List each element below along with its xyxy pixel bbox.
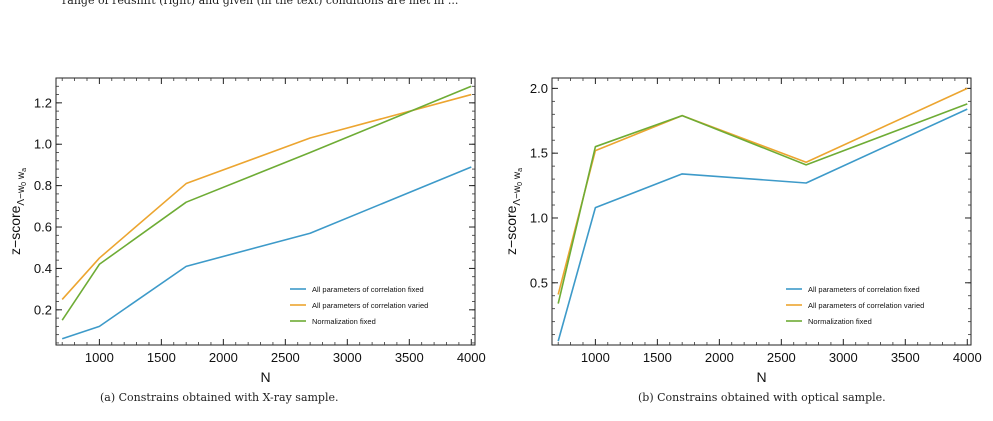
y-tick-label: 1.5 bbox=[530, 146, 548, 161]
x-tick-label: 1000 bbox=[85, 350, 114, 365]
series-line-2 bbox=[61, 93, 472, 301]
series-line-3 bbox=[61, 85, 472, 321]
legend-label-2: All parameters of correlation varied bbox=[808, 301, 924, 310]
chart-a-svg: 1000 1500 2000 2500 3000 3500 4000 0.2 0.4 0.6 0.8… bbox=[7, 77, 486, 385]
chart-panel-a: 1000 1500 2000 2500 3000 3500 4000 0.2 0.4 0.6 0.8… bbox=[0, 70, 496, 385]
y-axis-label: z−scoreΛ−w0 wa bbox=[7, 168, 28, 255]
y-tick-label: 0.6 bbox=[34, 220, 52, 235]
legend-label-2: All parameters of correlation varied bbox=[312, 301, 428, 310]
y-tick-label: 0.5 bbox=[530, 275, 548, 290]
caption-a: (a) Constrains obtained with X-ray sampl… bbox=[100, 391, 339, 404]
series-line-2 bbox=[557, 87, 968, 295]
y-tick-label: 1.0 bbox=[34, 137, 52, 152]
truncated-top-text: range of redshift (right) and given (in … bbox=[62, 0, 459, 7]
x-tick-label: 3000 bbox=[829, 350, 858, 365]
y-tick-label: 2.0 bbox=[530, 81, 548, 96]
plot-frame bbox=[55, 77, 476, 346]
series-line-3 bbox=[557, 103, 968, 304]
x-axis-label: N bbox=[260, 369, 270, 385]
legend-label-3: Normalization fixed bbox=[808, 317, 872, 326]
x-tick-label: 4000 bbox=[457, 350, 486, 365]
legend-label-1: All parameters of correlation fixed bbox=[808, 285, 920, 294]
x-tick-label: 1500 bbox=[643, 350, 672, 365]
x-tick-label: 2000 bbox=[705, 350, 734, 365]
x-tick-label: 2500 bbox=[271, 350, 300, 365]
x-axis-label: N bbox=[756, 369, 766, 385]
chart-panel-b: 1000 1500 2000 2500 3000 3500 4000 0.5 1.0 1.5 2.0… bbox=[496, 70, 992, 385]
y-tick-label: 1.0 bbox=[530, 210, 548, 225]
y-axis-label: z−scoreΛ−w0 wa bbox=[503, 168, 524, 255]
x-tick-label: 4000 bbox=[953, 350, 982, 365]
series-line-1 bbox=[557, 108, 968, 342]
caption-b: (b) Constrains obtained with optical sam… bbox=[638, 391, 886, 404]
series-line-1 bbox=[61, 166, 472, 340]
legend-label-1: All parameters of correlation fixed bbox=[312, 285, 424, 294]
x-tick-label: 2000 bbox=[209, 350, 238, 365]
x-tick-label: 3500 bbox=[891, 350, 920, 365]
y-tick-label: 0.4 bbox=[34, 261, 52, 276]
x-tick-label: 1500 bbox=[147, 350, 176, 365]
x-tick-label: 3500 bbox=[395, 350, 424, 365]
y-tick-label: 1.2 bbox=[34, 95, 52, 110]
y-tick-label: 0.8 bbox=[34, 178, 52, 193]
plot-frame bbox=[551, 77, 972, 346]
chart-b-svg: 1000 1500 2000 2500 3000 3500 4000 0.5 1.0 1.5 2.0… bbox=[503, 77, 982, 385]
y-tick-label: 0.2 bbox=[34, 302, 52, 317]
legend-label-3: Normalization fixed bbox=[312, 317, 376, 326]
x-tick-label: 1000 bbox=[581, 350, 610, 365]
x-tick-label: 3000 bbox=[333, 350, 362, 365]
x-tick-label: 2500 bbox=[767, 350, 796, 365]
